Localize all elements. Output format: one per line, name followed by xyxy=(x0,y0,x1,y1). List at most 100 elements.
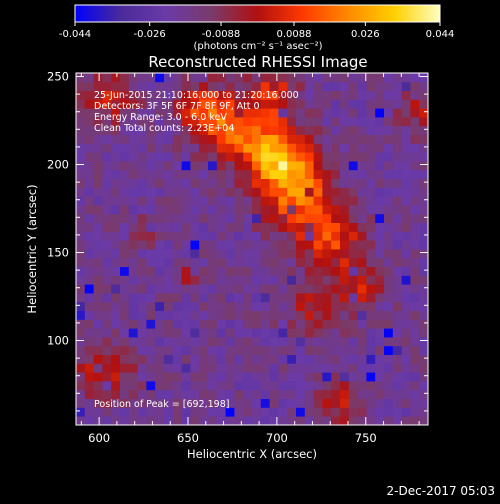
heatmap-cell xyxy=(172,240,182,250)
heatmap-cell xyxy=(260,372,270,382)
heatmap-cell xyxy=(357,143,367,153)
heatmap-cell xyxy=(331,319,341,329)
heatmap-cell xyxy=(111,213,121,223)
heatmap-cell xyxy=(208,266,218,276)
heatmap-cell xyxy=(76,90,86,100)
heatmap-cell xyxy=(357,169,367,179)
heatmap-cell xyxy=(419,169,429,179)
heatmap-cell xyxy=(102,381,112,391)
heatmap-cell xyxy=(357,99,367,109)
heatmap-cell xyxy=(410,257,420,267)
x-tick-label: 600 xyxy=(88,431,110,445)
heatmap-cell xyxy=(216,143,226,153)
heatmap-cell xyxy=(243,310,253,320)
heatmap-cell xyxy=(313,231,323,241)
heatmap-cell xyxy=(410,398,420,408)
heatmap-cell xyxy=(76,337,86,347)
heatmap-cell xyxy=(146,328,156,338)
heatmap-cell xyxy=(419,161,429,171)
heatmap-cell xyxy=(234,249,244,259)
heatmap-cell xyxy=(392,301,402,311)
heatmap-cell xyxy=(278,231,288,241)
heatmap-cell xyxy=(296,187,306,197)
heatmap-cell xyxy=(419,187,429,197)
heatmap-cell xyxy=(401,187,411,197)
heatmap-cell xyxy=(164,169,174,179)
heatmap-cell xyxy=(313,90,323,100)
heatmap-cell xyxy=(296,354,306,364)
heatmap-cell xyxy=(111,222,121,232)
heatmap-cell xyxy=(190,205,200,215)
heatmap-cell xyxy=(287,81,297,91)
heatmap-cell xyxy=(384,275,394,285)
heatmap-cell xyxy=(410,178,420,188)
heatmap-cell xyxy=(225,240,235,250)
heatmap-cell xyxy=(366,389,376,399)
heatmap-cell xyxy=(172,99,182,109)
heatmap-cell xyxy=(225,187,235,197)
heatmap-cell xyxy=(216,222,226,232)
heatmap-cell xyxy=(410,249,420,259)
heatmap-cell xyxy=(128,196,138,206)
heatmap-cell xyxy=(357,301,367,311)
heatmap-cell xyxy=(243,381,253,391)
heatmap-cell xyxy=(304,337,314,347)
heatmap-cell xyxy=(243,231,253,241)
heatmap-cell xyxy=(76,257,86,267)
heatmap-cell xyxy=(419,301,429,311)
heatmap-cell xyxy=(366,275,376,285)
heatmap-cell xyxy=(128,117,138,127)
heatmap-cell xyxy=(137,372,147,382)
heatmap-cell xyxy=(199,222,209,232)
heatmap-cell xyxy=(164,354,174,364)
heatmap-cell xyxy=(120,398,130,408)
heatmap-cell xyxy=(313,328,323,338)
heatmap-cell xyxy=(76,284,86,294)
heatmap-cell xyxy=(313,125,323,135)
heatmap-cell xyxy=(137,231,147,241)
heatmap-cell xyxy=(128,345,138,355)
heatmap-cell xyxy=(313,345,323,355)
heatmap-cell xyxy=(93,284,103,294)
heatmap-cell xyxy=(111,73,121,83)
heatmap-cell xyxy=(190,284,200,294)
heatmap-cell xyxy=(322,187,332,197)
heatmap-cell xyxy=(366,90,376,100)
heatmap-cell xyxy=(84,117,94,127)
heatmap-cell xyxy=(111,161,121,171)
heatmap-cell xyxy=(384,231,394,241)
heatmap-cell xyxy=(172,134,182,144)
heatmap-cell xyxy=(120,310,130,320)
heatmap-cell xyxy=(410,169,420,179)
heatmap-cell xyxy=(128,319,138,329)
heatmap-cell xyxy=(216,293,226,303)
heatmap-cell xyxy=(392,143,402,153)
heatmap-cell xyxy=(243,266,253,276)
heatmap-cell xyxy=(278,301,288,311)
heatmap-cell xyxy=(260,169,270,179)
heatmap-cell xyxy=(366,301,376,311)
heatmap-cell xyxy=(225,381,235,391)
heatmap-cell xyxy=(304,196,314,206)
heatmap-cell xyxy=(155,381,165,391)
heatmap-cell xyxy=(252,90,262,100)
heatmap-cell xyxy=(252,178,262,188)
heatmap-cell xyxy=(234,275,244,285)
heatmap-cell xyxy=(366,161,376,171)
heatmap-cell xyxy=(401,337,411,347)
heatmap-cell xyxy=(155,266,165,276)
heatmap-cell xyxy=(278,152,288,162)
heatmap-cell xyxy=(199,169,209,179)
heatmap-cell xyxy=(296,328,306,338)
heatmap-cell xyxy=(102,187,112,197)
heatmap-cell xyxy=(357,240,367,250)
heatmap-cell xyxy=(128,407,138,417)
heatmap-cell xyxy=(392,310,402,320)
heatmap-cell xyxy=(252,337,262,347)
heatmap-cell xyxy=(375,196,385,206)
heatmap-cell xyxy=(93,293,103,303)
heatmap-cell xyxy=(366,187,376,197)
heatmap-cell xyxy=(401,389,411,399)
heatmap-cell xyxy=(225,372,235,382)
